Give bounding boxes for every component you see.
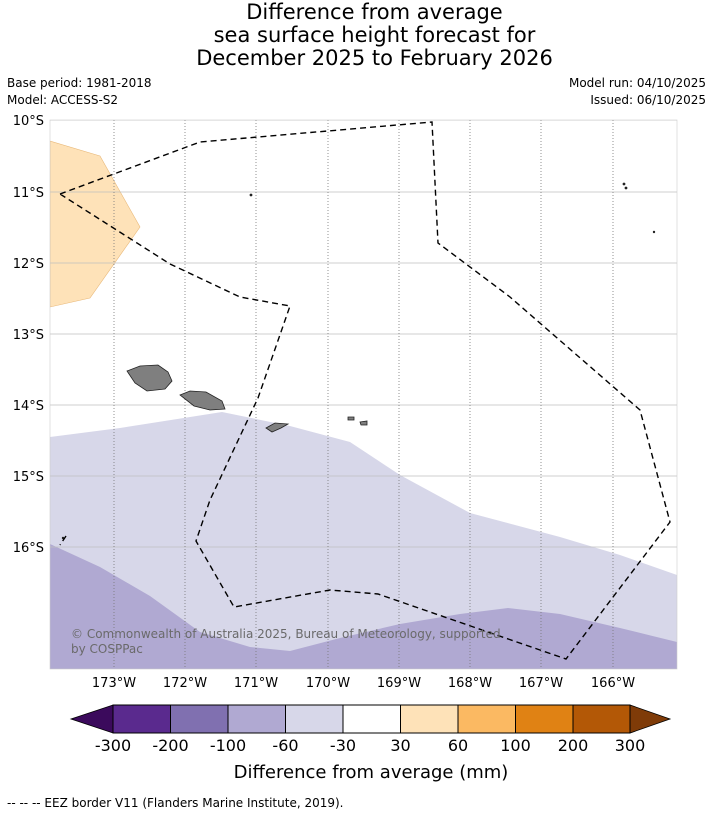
colorbar-tick: 100: [500, 736, 531, 755]
colorbar-tick: 200: [558, 736, 589, 755]
colorbar-tick: -100: [210, 736, 246, 755]
lon-label: 171°W: [234, 676, 278, 691]
eez-borders: [59, 121, 671, 660]
lon-label: 167°W: [519, 676, 563, 691]
colorbar-over-triangle: [629, 704, 672, 734]
lon-label: 168°W: [448, 676, 492, 691]
island-dot: [622, 182, 626, 186]
lon-label: 169°W: [377, 676, 421, 691]
model-name: Model: ACCESS-S2: [7, 93, 119, 107]
lat-label: 15°S: [13, 470, 44, 485]
island-dot: [652, 230, 656, 234]
colorbar-segment: [515, 705, 573, 733]
title-line-3: December 2025 to February 2026: [196, 46, 553, 70]
zone-positive: [50, 140, 141, 308]
colorbar: -300 -200 -100 -60 -30 30 60 100 200 300…: [69, 704, 672, 783]
colorbar-tick: -30: [330, 736, 356, 755]
model-run: Model run: 04/10/2025: [568, 76, 706, 90]
lat-label: 11°S: [13, 186, 44, 201]
island-tau: [359, 420, 368, 426]
colorbar-segment: [113, 705, 171, 733]
lat-label: 16°S: [13, 541, 44, 556]
copyright-line-2: by COSPPac: [71, 642, 143, 656]
colorbar-segment: [343, 705, 401, 733]
copyright-line-1: © Commonwealth of Australia 2025, Bureau…: [71, 627, 501, 641]
colorbar-segment: [285, 705, 343, 733]
title-line-1: Difference from average: [246, 0, 503, 24]
issued-date: Issued: 06/10/2025: [590, 93, 706, 107]
lat-gridlines: [50, 120, 677, 548]
lon-label: 170°W: [306, 676, 350, 691]
island-dot: [624, 186, 628, 190]
colorbar-label: Difference from average (mm): [234, 762, 509, 783]
islands: [61, 182, 656, 540]
colorbar-segment: [400, 705, 458, 733]
colorbar-tick: 60: [448, 736, 468, 755]
lat-label: 12°S: [13, 257, 44, 272]
eez-border-samoa: [59, 121, 671, 660]
lat-label: 10°S: [13, 114, 44, 129]
colorbar-segment: [458, 705, 516, 733]
lon-label: 166°W: [591, 676, 635, 691]
colorbar-tick: -300: [95, 736, 131, 755]
island-dot: [61, 536, 65, 540]
island-upolu: [179, 390, 226, 411]
island-dot: [249, 193, 253, 197]
lon-labels: 173°W 172°W 171°W 170°W 169°W 168°W 167°…: [92, 676, 635, 691]
colorbar-tick: 30: [390, 736, 410, 755]
eez-border-tokelau: [59, 535, 67, 546]
colorbar-tick: -60: [272, 736, 298, 755]
lon-label: 173°W: [92, 676, 136, 691]
colorbar-under-triangle: [69, 704, 114, 734]
island-savaii: [126, 364, 173, 392]
zone-mid-negative: [50, 544, 677, 669]
colorbar-segment: [228, 705, 286, 733]
lon-label: 172°W: [163, 676, 207, 691]
lat-labels: 10°S 11°S 12°S 13°S 14°S 15°S 16°S: [13, 114, 44, 556]
island-tutuila: [265, 422, 290, 433]
lat-label: 13°S: [13, 328, 44, 343]
island-ofu: [347, 416, 355, 421]
colorbar-segment: [573, 705, 630, 733]
title-line-2: sea surface height forecast for: [213, 23, 536, 47]
eez-legend-note: -- -- -- EEZ border V11 (Flanders Marine…: [7, 796, 344, 810]
map-frame: [49, 119, 678, 670]
colorbar-tick: 300: [615, 736, 646, 755]
colorbar-tick: -200: [152, 736, 188, 755]
colorbar-segment: [170, 705, 228, 733]
base-period: Base period: 1981-2018: [7, 76, 152, 90]
lat-label: 14°S: [13, 399, 44, 414]
